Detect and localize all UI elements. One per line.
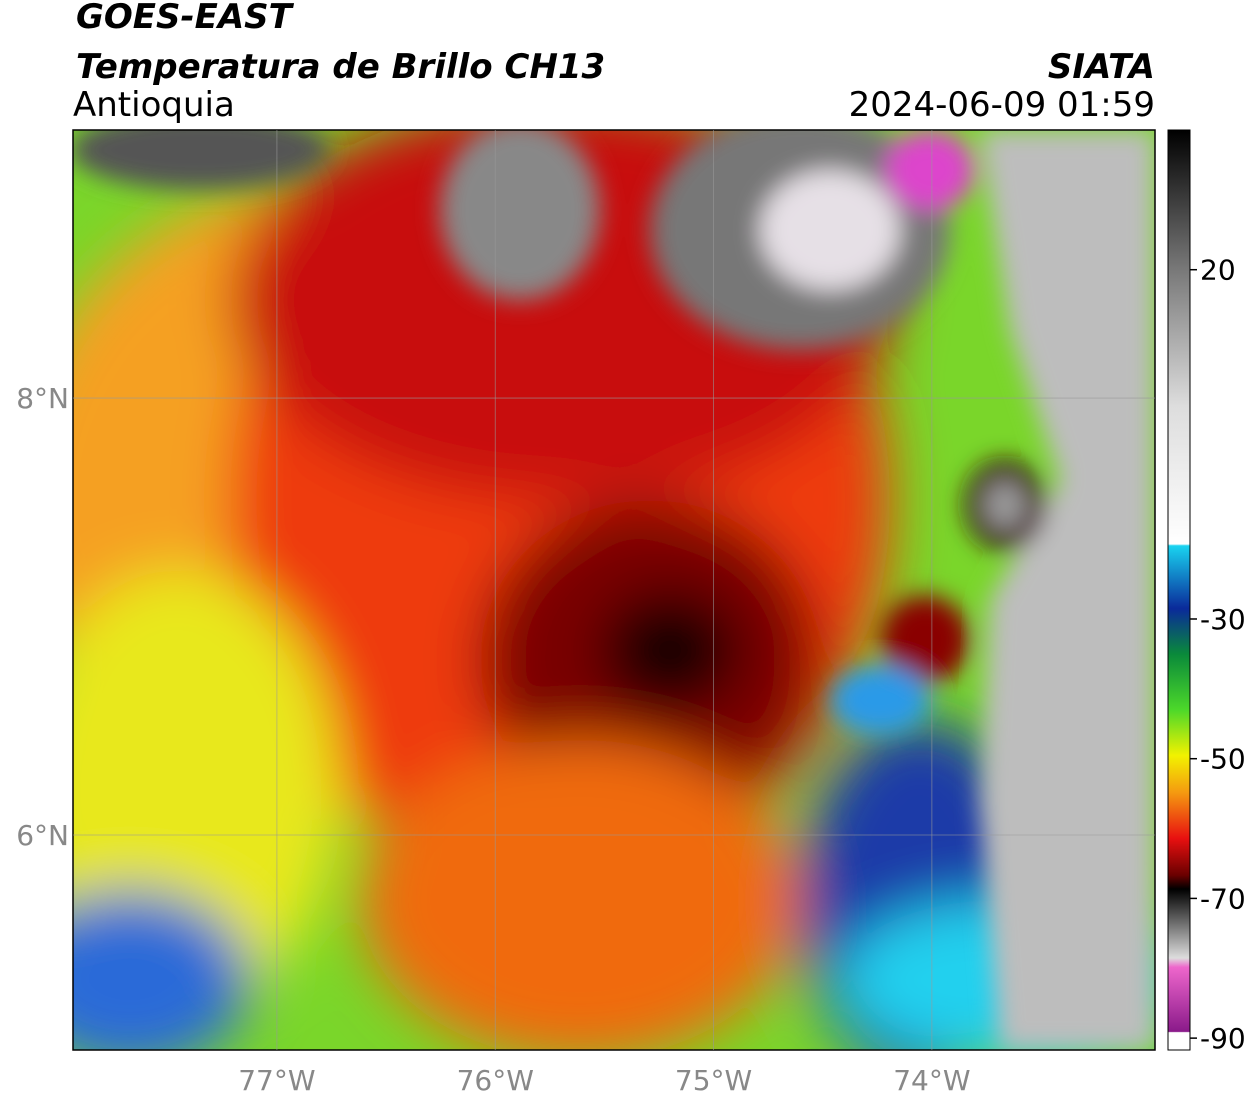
colorbar-tick-label: -50 [1200, 743, 1246, 776]
product: Temperatura de Brillo CH13 [76, 47, 605, 87]
satellite: GOES-EAST [76, 0, 295, 37]
map-frame [72, 129, 1156, 1051]
lon-tick-label: 76°W [457, 1064, 534, 1097]
colorbar-tick-label: -90 [1200, 1022, 1246, 1055]
source: SIATA [1048, 47, 1155, 87]
colorbar-tick-label: -70 [1200, 882, 1246, 915]
lon-tick-label: 77°W [238, 1064, 315, 1097]
lat-tick-label: 8°N [16, 382, 69, 415]
colorbar [1167, 129, 1191, 1051]
lon-tick-label: 75°W [675, 1064, 752, 1097]
datetime: 2024-06-09 01:59 [849, 85, 1155, 125]
region: Antioquia [73, 85, 235, 125]
colorbar-tick-label: -30 [1200, 603, 1246, 636]
imagery [73, 130, 1155, 1050]
lon-tick-label: 74°W [893, 1064, 970, 1097]
colorbar-tick-label: 20 [1200, 254, 1236, 287]
lat-tick-label: 6°N [16, 819, 69, 852]
